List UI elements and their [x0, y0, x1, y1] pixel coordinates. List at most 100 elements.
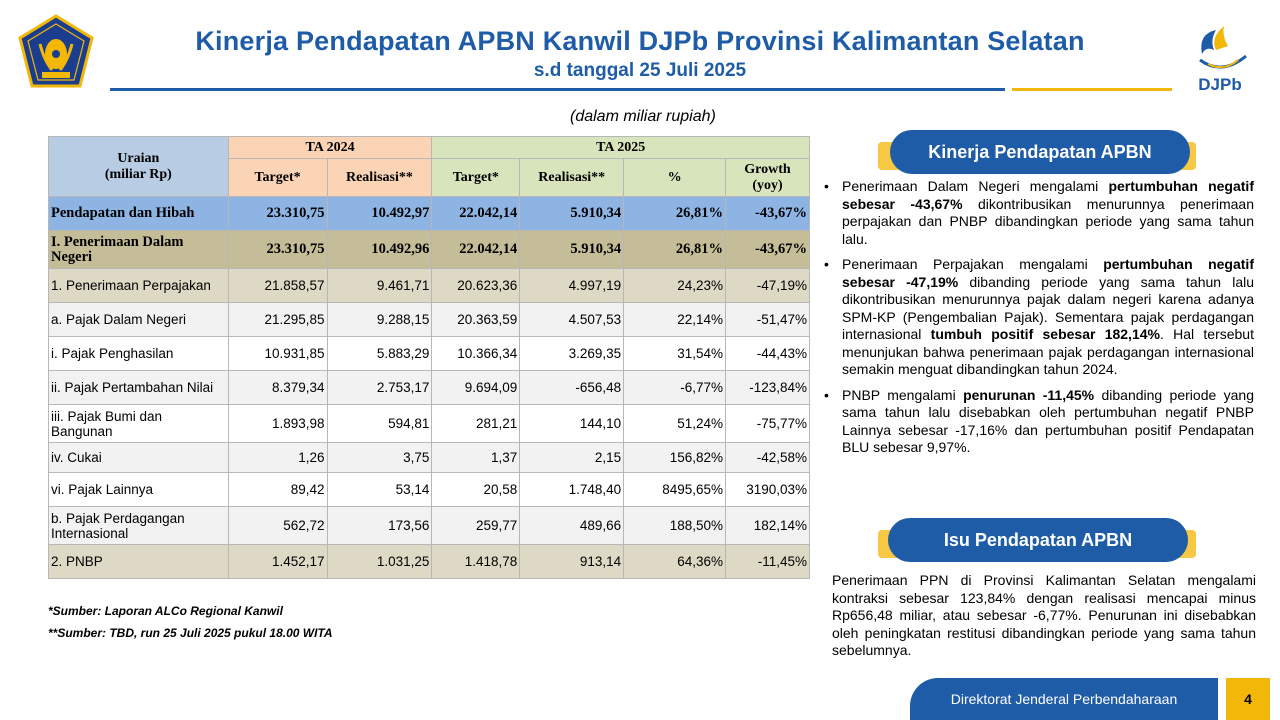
header-uraian: Uraian (miliar Rp) — [48, 136, 229, 197]
header-ta2025: TA 2025 — [431, 136, 810, 159]
row-value: -75,77% — [725, 404, 810, 443]
source-note-1: *Sumber: Laporan ALCo Regional Kanwil — [48, 604, 283, 618]
row-value: 188,50% — [623, 506, 727, 545]
row-value: 8495,65% — [623, 472, 727, 507]
revenue-table: Uraian (miliar Rp) TA 2024 TA 2025 Target… — [48, 136, 810, 579]
row-value: 1.893,98 — [227, 404, 328, 443]
bullet-item: • PNBP mengalami penurunan -11,45% diban… — [824, 386, 1254, 456]
row-label: a. Pajak Dalam Negeri — [48, 302, 229, 337]
row-value: 53,14 — [326, 472, 433, 507]
row-value: 3,75 — [326, 442, 433, 473]
isu-paragraph: Penerimaan PPN di Provinsi Kalimantan Se… — [832, 572, 1256, 658]
bullet-item: • Penerimaan Perpajakan mengalami pertum… — [824, 256, 1254, 377]
row-value: 1,26 — [227, 442, 328, 473]
row-value: 182,14% — [725, 506, 810, 545]
kinerja-bullet-list: • Penerimaan Dalam Negeri mengalami pert… — [822, 178, 1254, 465]
row-label: 2. PNBP — [48, 544, 229, 579]
page-subtitle: s.d tanggal 25 Juli 2025 — [533, 60, 747, 81]
row-value: 20.363,59 — [431, 302, 521, 337]
header-percent: % — [623, 158, 727, 197]
table-row: a. Pajak Dalam Negeri 21.295,85 9.288,15 20… — [48, 302, 810, 337]
page-number: 4 — [1226, 678, 1270, 720]
row-value: 259,77 — [431, 506, 521, 545]
header-divider-gold — [1012, 88, 1172, 91]
header-divider-blue — [110, 88, 1005, 91]
kemenkeu-logo-icon — [18, 14, 94, 88]
row-value: -43,67% — [725, 196, 810, 231]
source-note-2: **Sumber: TBD, run 25 Juli 2025 pukul 18… — [48, 626, 333, 640]
row-value: 5.883,29 — [326, 336, 433, 371]
row-value: 173,56 — [326, 506, 433, 545]
row-label: iii. Pajak Bumi dan Bangunan — [48, 404, 229, 443]
row-value: 562,72 — [227, 506, 328, 545]
panel-title-isu: Isu Pendapatan APBN — [888, 518, 1188, 562]
djpb-logo-text: DJPb — [1198, 75, 1241, 94]
table-row: iii. Pajak Bumi dan Bangunan 1.893,98 594,… — [48, 404, 810, 443]
row-value: 64,36% — [623, 544, 727, 579]
header-realisasi-2025: Realisasi** — [519, 158, 625, 197]
header-realisasi-2024: Realisasi** — [326, 158, 433, 197]
row-value: -44,43% — [725, 336, 810, 371]
row-value: 22,14% — [623, 302, 727, 337]
table-row: I. Penerimaan Dalam Negeri 23.310,75 10.49… — [48, 230, 810, 269]
row-label: iv. Cukai — [48, 442, 229, 473]
header-target-2025: Target* — [431, 158, 521, 197]
row-value: 89,42 — [227, 472, 328, 507]
row-value: 4.997,19 — [519, 268, 625, 303]
row-value: -51,47% — [725, 302, 810, 337]
row-label: I. Penerimaan Dalam Negeri — [48, 230, 229, 269]
row-value: 23.310,75 — [227, 196, 328, 231]
table-row: iv. Cukai 1,26 3,75 1,37 2,15 156,82% -42,58% — [48, 442, 810, 473]
row-value: 489,66 — [519, 506, 625, 545]
row-value: 23.310,75 — [227, 230, 328, 269]
row-value: 10.492,97 — [326, 196, 433, 231]
row-value: 2,15 — [519, 442, 625, 473]
row-value: 2.753,17 — [326, 370, 433, 405]
row-value: 4.507,53 — [519, 302, 625, 337]
row-label: vi. Pajak Lainnya — [48, 472, 229, 507]
row-value: 913,14 — [519, 544, 625, 579]
panel-title-kinerja: Kinerja Pendapatan APBN — [890, 130, 1190, 174]
row-value: 3.269,35 — [519, 336, 625, 371]
row-label: b. Pajak Perdagangan Internasional — [48, 506, 229, 545]
row-value: -123,84% — [725, 370, 810, 405]
header-ta2024: TA 2024 — [227, 136, 433, 159]
bullet-item: • Penerimaan Dalam Negeri mengalami pert… — [824, 178, 1254, 247]
row-value: 20.623,36 — [431, 268, 521, 303]
row-value: 10.492,96 — [326, 230, 433, 269]
row-value: 5.910,34 — [519, 196, 625, 231]
djpb-logo-icon: DJPb — [1198, 26, 1247, 94]
row-value: 594,81 — [326, 404, 433, 443]
row-value: -47,19% — [725, 268, 810, 303]
row-value: 156,82% — [623, 442, 727, 473]
row-value: 1,37 — [431, 442, 521, 473]
row-value: 20,58 — [431, 472, 521, 507]
row-value: 10.931,85 — [227, 336, 328, 371]
row-value: 21.858,57 — [227, 268, 328, 303]
row-value: 1.031,25 — [326, 544, 433, 579]
table-row: 2. PNBP 1.452,17 1.031,25 1.418,78 913,14 64,… — [48, 544, 810, 579]
row-value: 10.366,34 — [431, 336, 521, 371]
table-row: 1. Penerimaan Perpajakan 21.858,57 9.461,7… — [48, 268, 810, 303]
row-value: 5.910,34 — [519, 230, 625, 269]
row-value: -43,67% — [725, 230, 810, 269]
row-value: 281,21 — [431, 404, 521, 443]
row-value: -11,45% — [725, 544, 810, 579]
row-value: 21.295,85 — [227, 302, 328, 337]
row-value: 9.288,15 — [326, 302, 433, 337]
row-label: Pendapatan dan Hibah — [48, 196, 229, 231]
row-value: 9.694,09 — [431, 370, 521, 405]
page-title: Kinerja Pendapatan APBN Kanwil DJPb Prov… — [195, 26, 1085, 56]
row-value: -6,77% — [623, 370, 727, 405]
row-label: i. Pajak Penghasilan — [48, 336, 229, 371]
row-value: 1.748,40 — [519, 472, 625, 507]
row-value: 3190,03% — [725, 472, 810, 507]
row-label: ii. Pajak Pertambahan Nilai — [48, 370, 229, 405]
table-row: Pendapatan dan Hibah 23.310,75 10.492,97 22… — [48, 196, 810, 231]
header-target-2024: Target* — [227, 158, 328, 197]
row-value: 9.461,71 — [326, 268, 433, 303]
row-value: 24,23% — [623, 268, 727, 303]
table-row: b. Pajak Perdagangan Internasional 562,72… — [48, 506, 810, 545]
row-value: 1.418,78 — [431, 544, 521, 579]
footer-org-label: Direktorat Jenderal Perbendaharaan — [910, 678, 1218, 720]
